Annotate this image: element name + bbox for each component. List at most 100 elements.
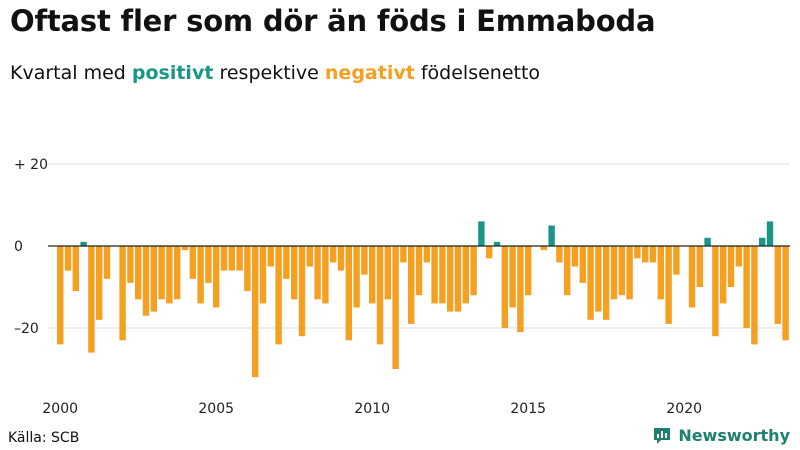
bar <box>439 246 446 304</box>
bar <box>618 246 625 296</box>
bar <box>649 246 657 263</box>
newsworthy-chat-icon <box>654 428 671 444</box>
bar <box>298 246 306 337</box>
bar <box>80 241 87 246</box>
chart-title: Oftast fler som dör än föds i Emmaboda <box>10 4 656 38</box>
subtitle-suffix: födelsenetto <box>414 62 541 84</box>
bar <box>205 246 212 283</box>
bar <box>564 246 571 296</box>
bar <box>478 221 485 246</box>
x-tick-label: 2000 <box>42 401 78 417</box>
subtitle-middle: respektive <box>213 62 325 84</box>
bar <box>486 246 493 259</box>
bar <box>259 246 267 304</box>
bar <box>509 246 516 308</box>
bar <box>766 221 774 246</box>
bar <box>267 246 274 267</box>
bar <box>72 246 79 292</box>
bar <box>345 246 352 341</box>
bar <box>158 246 165 300</box>
bar <box>142 246 150 316</box>
bar <box>470 246 477 296</box>
bar <box>384 246 391 300</box>
bar <box>727 246 735 287</box>
bar <box>174 246 181 300</box>
bar <box>556 246 563 263</box>
bar <box>579 246 586 283</box>
bar <box>275 246 282 345</box>
bar <box>454 246 462 312</box>
bar <box>751 246 758 345</box>
x-tick-label: 2015 <box>510 401 546 417</box>
bar <box>548 225 555 246</box>
subtitle-positive: positivt <box>131 62 214 84</box>
bar <box>431 246 438 304</box>
bar <box>634 246 641 259</box>
bar <box>166 246 173 304</box>
bar <box>712 246 719 337</box>
bar <box>283 246 290 279</box>
bar <box>408 246 415 324</box>
x-tick-label: 2020 <box>666 401 702 417</box>
bar <box>759 237 766 246</box>
bar <box>181 246 189 251</box>
bar <box>493 241 501 246</box>
bar <box>423 246 430 263</box>
bar <box>774 246 781 324</box>
bar <box>720 246 727 304</box>
bar <box>743 246 750 328</box>
bar <box>369 246 376 304</box>
bar <box>571 246 579 267</box>
y-tick-label: 0 <box>14 239 23 255</box>
bar <box>64 246 72 271</box>
bar <box>392 246 399 369</box>
bar <box>462 246 469 304</box>
bar <box>119 246 126 341</box>
bar <box>337 246 345 271</box>
bar <box>213 246 220 308</box>
bar <box>735 246 742 267</box>
bar <box>657 246 664 300</box>
bar <box>197 246 204 304</box>
bar <box>501 246 508 328</box>
subtitle-prefix: Kvartal med <box>10 62 132 84</box>
bar <box>696 246 703 287</box>
y-tick-label: + 20 <box>14 157 48 173</box>
bar <box>322 246 329 304</box>
bar <box>330 246 337 263</box>
bar <box>665 246 672 324</box>
bar <box>88 246 95 353</box>
bar <box>595 246 602 312</box>
bar <box>361 246 368 275</box>
brand-name: Newsworthy <box>678 425 790 445</box>
y-tick-label: –20 <box>14 321 39 337</box>
bar <box>220 246 228 271</box>
bar <box>353 246 360 308</box>
bar <box>376 246 384 345</box>
subtitle-negative: negativt <box>324 62 415 84</box>
x-tick-label: 2005 <box>198 401 234 417</box>
bar <box>688 246 696 308</box>
bar <box>236 246 243 271</box>
bar <box>135 246 142 300</box>
x-tick-label: 2010 <box>354 401 390 417</box>
chart-subtitle: Kvartal med positivt respektive negativt… <box>10 62 540 84</box>
bar <box>314 246 321 300</box>
bar <box>400 246 407 263</box>
bar <box>610 246 618 300</box>
bar <box>291 246 298 300</box>
bar <box>603 246 610 320</box>
bar <box>587 246 594 320</box>
bar <box>150 246 157 312</box>
bar <box>642 246 649 263</box>
bar <box>525 246 532 296</box>
bar <box>127 246 134 283</box>
source-label: Källa: SCB <box>8 430 80 446</box>
bar <box>517 246 524 333</box>
bar <box>673 246 680 275</box>
bar <box>244 246 251 292</box>
newsworthy-logo: Newsworthy <box>652 425 790 445</box>
bar <box>189 246 196 279</box>
bar <box>704 237 711 246</box>
